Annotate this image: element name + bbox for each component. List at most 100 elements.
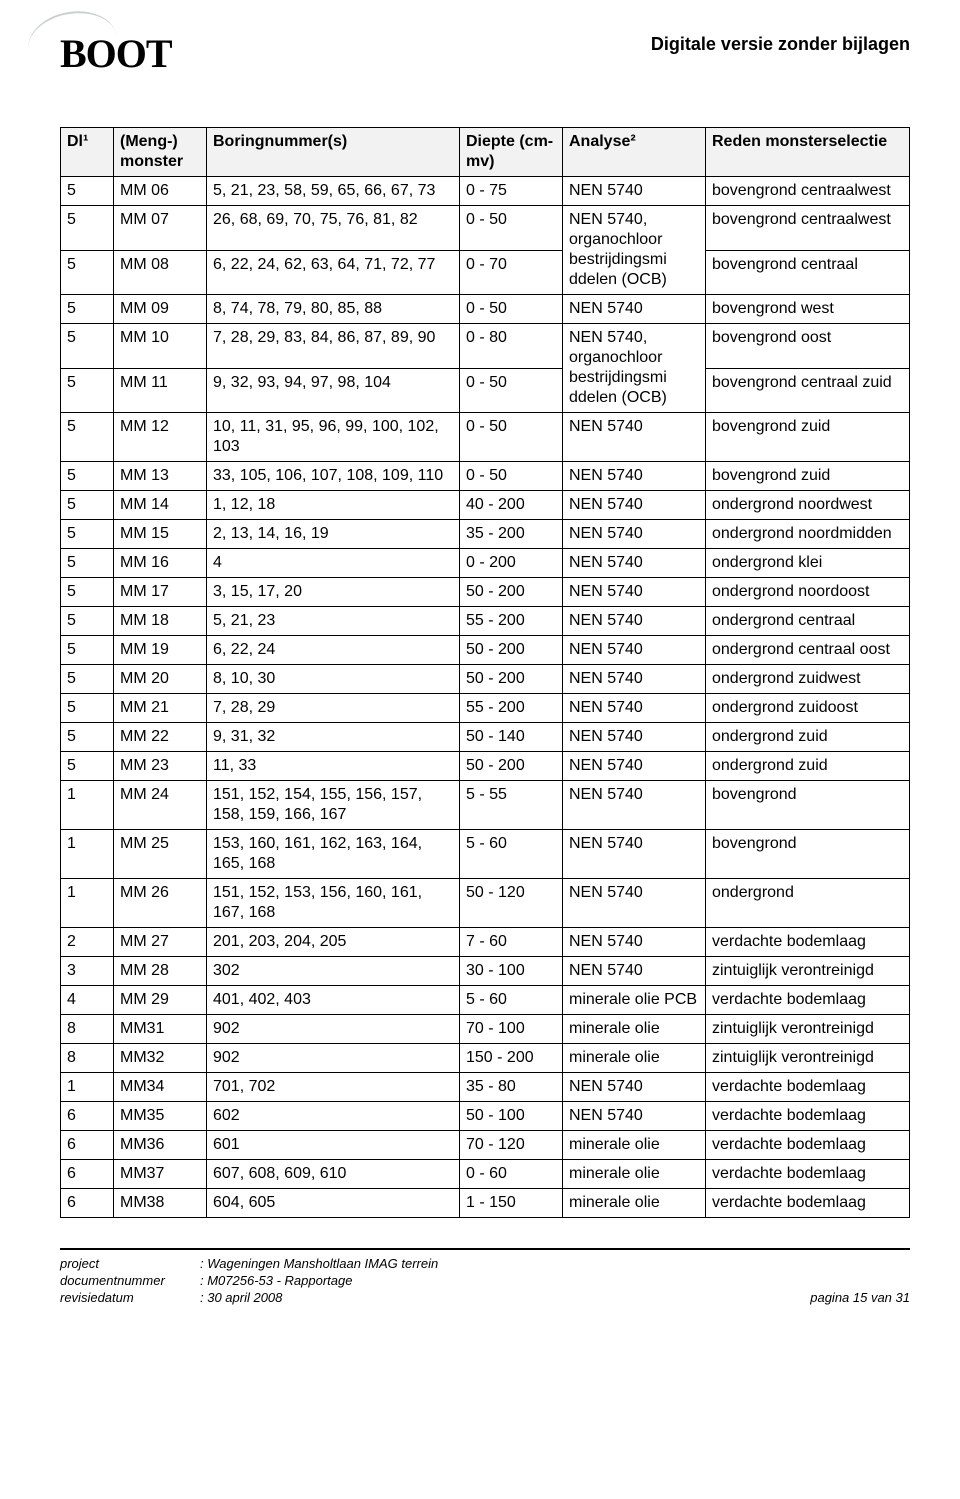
page: BOOT Digitale versie zonder bijlagen Dl¹… [0,0,960,1335]
th-boring: Boringnummer(s) [207,128,460,177]
table-cell: 5 [61,636,114,665]
table-cell: MM 13 [114,462,207,491]
table-cell: 5 [61,549,114,578]
table-cell: 7, 28, 29, 83, 84, 86, 87, 89, 90 [207,324,460,369]
table-cell: 5 [61,607,114,636]
table-row: 4MM 29401, 402, 4035 - 60minerale olie P… [61,986,910,1015]
table-row: 1MM 25153, 160, 161, 162, 163, 164, 165,… [61,830,910,879]
footer: project : Wageningen Mansholtlaan IMAG t… [60,1248,910,1305]
table-cell: MM 24 [114,781,207,830]
table-cell: 8 [61,1044,114,1073]
table-cell: 2, 13, 14, 16, 19 [207,520,460,549]
table-cell: bovengrond centraalwest [706,177,910,206]
table-cell: ondergrond noordoost [706,578,910,607]
table-cell: 8 [61,1015,114,1044]
table-cell: MM 07 [114,206,207,251]
table-cell: 30 - 100 [460,957,563,986]
table-cell: 6 [61,1160,114,1189]
table-cell: 70 - 100 [460,1015,563,1044]
table-row: 5MM 173, 15, 17, 2050 - 200NEN 5740onder… [61,578,910,607]
th-reden: Reden monsterselectie [706,128,910,177]
table-cell: 50 - 120 [460,879,563,928]
table-cell: MM36 [114,1131,207,1160]
table-cell: MM 10 [114,324,207,369]
page-title: Digitale versie zonder bijlagen [651,34,910,55]
table-cell: NEN 5740, organochloor bestrijdingsmi dd… [563,324,706,413]
table-cell: ondergrond zuidoost [706,694,910,723]
table-cell: verdachte bodemlaag [706,1131,910,1160]
table-cell: 55 - 200 [460,607,563,636]
table-cell: NEN 5740 [563,928,706,957]
table-cell: minerale olie [563,1189,706,1218]
table-cell: ondergrond centraal oost [706,636,910,665]
table-cell: verdachte bodemlaag [706,1189,910,1218]
table-cell: 40 - 200 [460,491,563,520]
table-cell: verdachte bodemlaag [706,1073,910,1102]
table-cell: NEN 5740 [563,413,706,462]
footer-value-project: : Wageningen Mansholtlaan IMAG terrein [200,1256,438,1271]
table-cell: minerale olie [563,1044,706,1073]
table-row: 5MM 119, 32, 93, 94, 97, 98, 1040 - 50bo… [61,368,910,413]
table-cell: MM37 [114,1160,207,1189]
table-cell: 6 [61,1131,114,1160]
footer-label-project: project [60,1256,200,1271]
table-row: 5MM 152, 13, 14, 16, 1935 - 200NEN 5740o… [61,520,910,549]
table-cell: NEN 5740 [563,549,706,578]
table-header-row: Dl¹ (Meng-) monster Boringnummer(s) Diep… [61,128,910,177]
table-cell: bovengrond west [706,295,910,324]
table-cell: 7 - 60 [460,928,563,957]
table-cell: 5 [61,206,114,251]
table-cell: 3 [61,957,114,986]
table-cell: MM 18 [114,607,207,636]
th-dl: Dl¹ [61,128,114,177]
table-cell: 601 [207,1131,460,1160]
table-cell: 5, 21, 23 [207,607,460,636]
table-cell: 9, 32, 93, 94, 97, 98, 104 [207,368,460,413]
th-monster: (Meng-) monster [114,128,207,177]
table-cell: MM 20 [114,665,207,694]
table-cell: NEN 5740 [563,665,706,694]
table-cell: NEN 5740 [563,723,706,752]
table-row: 8MM32902150 - 200minerale oliezintuiglij… [61,1044,910,1073]
table-cell: 5 [61,578,114,607]
table-cell: 26, 68, 69, 70, 75, 76, 81, 82 [207,206,460,251]
table-cell: 607, 608, 609, 610 [207,1160,460,1189]
table-cell: 33, 105, 106, 107, 108, 109, 110 [207,462,460,491]
table-cell: 5 - 55 [460,781,563,830]
table-cell: 0 - 200 [460,549,563,578]
table-cell: 5 [61,752,114,781]
table-cell: 10, 11, 31, 95, 96, 99, 100, 102, 103 [207,413,460,462]
table-cell: MM 17 [114,578,207,607]
table-row: 5MM 141, 12, 1840 - 200NEN 5740ondergron… [61,491,910,520]
table-cell: 2 [61,928,114,957]
table-cell: verdachte bodemlaag [706,986,910,1015]
table-cell: 0 - 50 [460,462,563,491]
table-cell: MM 25 [114,830,207,879]
table-cell: 602 [207,1102,460,1131]
table-cell: 1 [61,781,114,830]
table-cell: MM 14 [114,491,207,520]
table-cell: NEN 5740 [563,1073,706,1102]
th-analyse: Analyse² [563,128,706,177]
table-cell: MM 11 [114,368,207,413]
table-row: 1MM34701, 70235 - 80NEN 5740verdachte bo… [61,1073,910,1102]
table-cell: NEN 5740 [563,607,706,636]
footer-label-docnum: documentnummer [60,1273,200,1288]
table-cell: NEN 5740 [563,491,706,520]
table-cell: 50 - 140 [460,723,563,752]
table-cell: minerale olie PCB [563,986,706,1015]
table-cell: 11, 33 [207,752,460,781]
table-cell: NEN 5740 [563,636,706,665]
table-row: 5MM 1210, 11, 31, 95, 96, 99, 100, 102, … [61,413,910,462]
table-cell: 5 [61,694,114,723]
table-row: 5MM 1333, 105, 106, 107, 108, 109, 1100 … [61,462,910,491]
table-cell: 5 [61,462,114,491]
table-cell: NEN 5740, organochloor bestrijdingsmi dd… [563,206,706,295]
table-cell: MM 26 [114,879,207,928]
table-row: 5MM 208, 10, 3050 - 200NEN 5740ondergron… [61,665,910,694]
table-row: 5MM 185, 21, 2355 - 200NEN 5740ondergron… [61,607,910,636]
table-cell: bovengrond zuid [706,413,910,462]
table-cell: 0 - 60 [460,1160,563,1189]
table-cell: MM 28 [114,957,207,986]
table-row: 6MM3560250 - 100NEN 5740verdachte bodeml… [61,1102,910,1131]
